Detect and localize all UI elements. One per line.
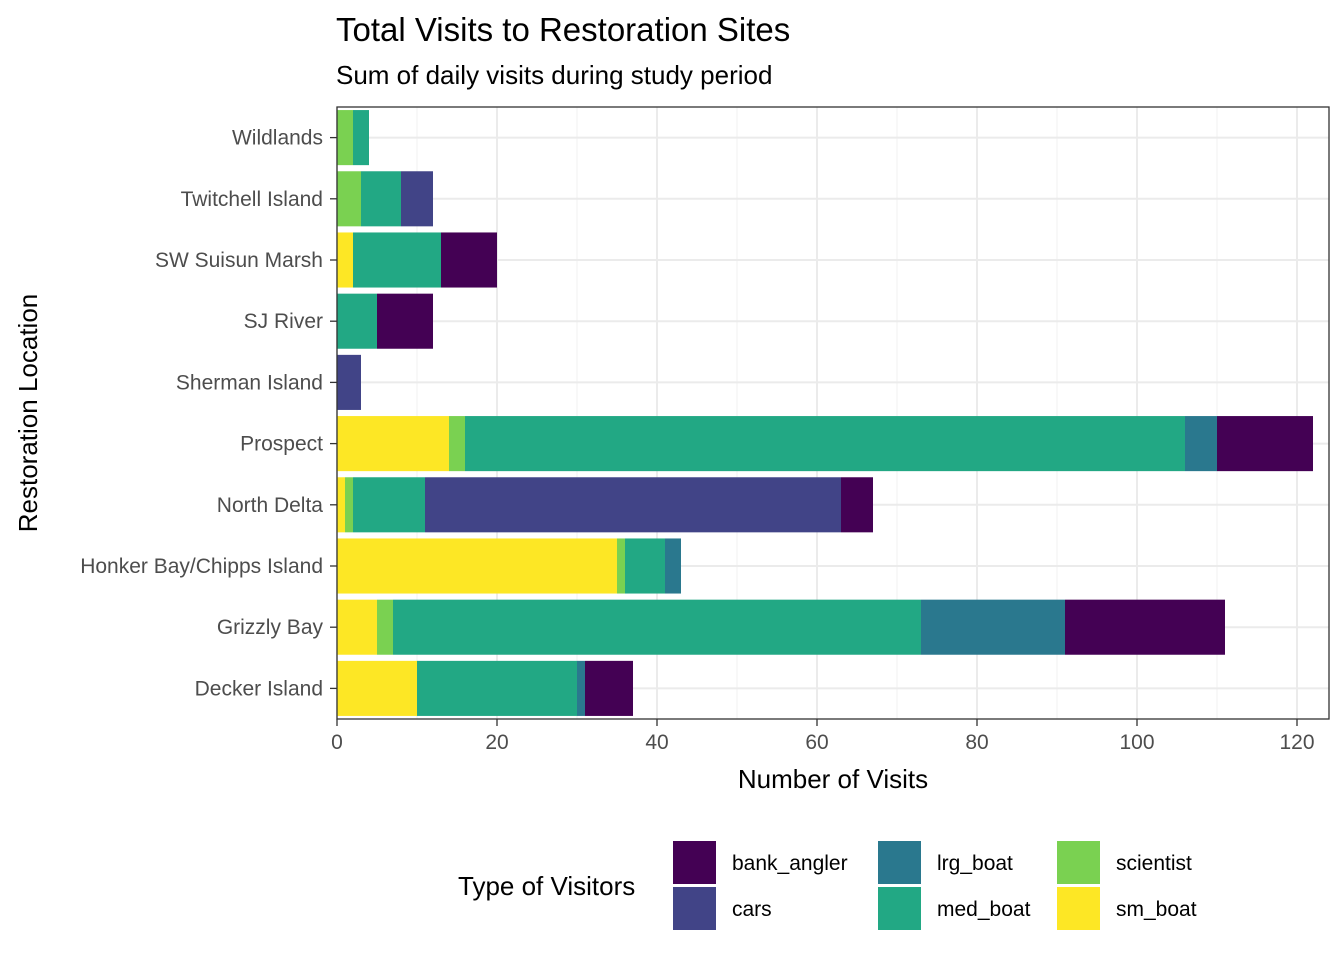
bar-segment-lrg_boat (921, 599, 1065, 655)
x-tick-label: 0 (331, 731, 343, 754)
bar-segment-med_boat (353, 477, 425, 533)
bar-segment-bank_angler (1065, 599, 1225, 655)
x-tick-label: 100 (1119, 731, 1154, 754)
bar-segment-scientist (617, 538, 625, 594)
bar-segment-sm_boat (337, 477, 345, 533)
legend-label-sm_boat: sm_boat (1116, 898, 1197, 921)
y-tick-label: Twitchell Island (181, 188, 323, 211)
bar-segment-sm_boat (337, 660, 417, 716)
bar-segment-med_boat (361, 171, 401, 227)
bar-segment-scientist (377, 599, 393, 655)
x-tick-label: 120 (1279, 731, 1314, 754)
x-tick-label: 60 (805, 731, 828, 754)
y-tick-label: Honker Bay/Chipps Island (80, 555, 323, 578)
x-axis: 0 20 40 60 80 100 120 (331, 719, 1315, 754)
legend-key-scientist (1057, 841, 1100, 884)
y-axis: Decker Island Grizzly Bay Honker Bay/Chipp… (80, 127, 337, 700)
legend-label-cars: cars (732, 898, 772, 921)
bar-segment-med_boat (337, 293, 377, 349)
y-tick-label: Wildlands (232, 127, 323, 150)
bar-segment-bank_angler (841, 477, 873, 533)
chart-title: Total Visits to Restoration Sites (336, 11, 790, 48)
bar-segment-cars (401, 171, 433, 227)
y-tick-label: SJ River (244, 310, 323, 333)
chart-subtitle: Sum of daily visits during study period (336, 60, 772, 90)
bar-segment-bank_angler (1217, 416, 1313, 472)
y-tick-label: Prospect (240, 433, 323, 456)
y-tick-label: Grizzly Bay (217, 616, 324, 639)
y-tick-label: SW Suisun Marsh (155, 249, 323, 272)
y-tick-label: Decker Island (195, 677, 323, 700)
legend-label-scientist: scientist (1116, 852, 1192, 875)
y-tick-label: North Delta (217, 494, 324, 517)
bar-segment-med_boat (625, 538, 665, 594)
bar-segment-sm_boat (337, 538, 617, 594)
legend-key-sm_boat (1057, 887, 1100, 930)
bar-segment-med_boat (353, 110, 369, 166)
bar-segment-sm_boat (337, 416, 449, 472)
bar-segment-med_boat (393, 599, 921, 655)
legend-key-med_boat (878, 887, 921, 930)
bar-segment-bank_angler (377, 293, 433, 349)
bar-segment-scientist (337, 110, 353, 166)
bar-segment-med_boat (417, 660, 577, 716)
bars (337, 110, 1313, 716)
bar-segment-lrg_boat (1185, 416, 1217, 472)
bar-segment-sm_boat (337, 599, 377, 655)
bar-segment-scientist (449, 416, 465, 472)
bar-segment-scientist (337, 171, 361, 227)
bar-segment-med_boat (353, 232, 441, 288)
x-axis-title: Number of Visits (738, 764, 928, 794)
legend-label-lrg_boat: lrg_boat (937, 852, 1013, 875)
bar-segment-bank_angler (585, 660, 633, 716)
x-tick-label: 80 (965, 731, 988, 754)
legend-key-bank_angler (673, 841, 716, 884)
bar-segment-med_boat (465, 416, 1185, 472)
bar-segment-lrg_boat (665, 538, 681, 594)
plot-border (336, 106, 1330, 720)
bar-segment-scientist (345, 477, 353, 533)
legend-label-bank_angler: bank_angler (732, 852, 848, 875)
bar-segment-lrg_boat (577, 660, 585, 716)
legend-label-med_boat: med_boat (937, 898, 1031, 921)
bar-segment-bank_angler (441, 232, 497, 288)
bar-segment-cars (337, 354, 361, 410)
x-tick-label: 20 (485, 731, 508, 754)
bar-segment-cars (425, 477, 841, 533)
legend-title: Type of Visitors (458, 871, 635, 901)
y-tick-label: Sherman Island (176, 371, 323, 394)
legend-key-cars (673, 887, 716, 930)
legend-key-lrg_boat (878, 841, 921, 884)
y-axis-title: Restoration Location (13, 294, 43, 532)
bar-segment-sm_boat (337, 232, 353, 288)
x-tick-label: 40 (645, 731, 668, 754)
